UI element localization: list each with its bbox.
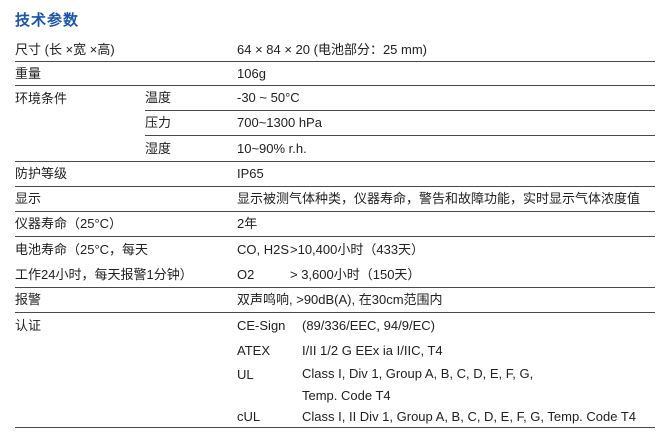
subrow-label: 湿度 <box>145 140 172 156</box>
subrow-value-line2: Temp. Code T4 <box>302 388 391 403</box>
subrow-value: I/II 1/2 G EEx ia I/IIC, T4 <box>302 342 443 358</box>
row-alarm: 报警 双声鸣响, >90dB(A), 在30cm范围内 <box>15 288 655 313</box>
row-value: 64 × 84 × 20 (电池部分：25 mm) <box>237 41 428 57</box>
subrow-value: Class I, Div 1, Group A, B, C, D, E, F, … <box>302 363 655 407</box>
row-value: IP65 <box>237 166 264 182</box>
subrow-cul: cUL Class I, II Div 1, Group A, B, C, D,… <box>237 407 655 427</box>
row-environment: 环境条件 温度 -30 ~ 50°C 压力 700~1300 hPa 湿度 10… <box>15 86 655 162</box>
subrow-value-line1: Class I, Div 1, Group A, B, C, D, E, F, … <box>302 366 534 381</box>
spec-table: 尺寸 (长 ×宽 ×高) 64 × 84 × 20 (电池部分：25 mm) 重… <box>15 38 655 428</box>
subrow-o2: O2 > 3,600小时（150天） <box>237 262 655 287</box>
row-label: 仪器寿命（25°C） <box>15 216 123 232</box>
row-label: 报警 <box>15 292 42 308</box>
subrow-label: O2 <box>237 266 255 282</box>
subrow-value: Class I, II Div 1, Group A, B, C, D, E, … <box>302 409 637 425</box>
subrow-label: CO, H2S <box>237 241 290 257</box>
subrow-value: (89/336/EEC, 94/9/EC) <box>302 317 435 333</box>
row-label-line1: 电池寿命（25°C，每天 <box>15 242 149 257</box>
row-label: 认证 <box>15 318 42 333</box>
subrow-value: >10,400小时（433天） <box>290 241 425 257</box>
row-value: 2年 <box>237 216 258 232</box>
row-value: 106g <box>237 65 266 81</box>
subrow-temperature: 温度 -30 ~ 50°C <box>145 86 655 111</box>
subrow-co-h2s: CO, H2S >10,400小时（433天） <box>237 237 655 262</box>
subrow-label: UL <box>237 367 254 382</box>
subrow-value: 10~90% r.h. <box>237 140 307 156</box>
battery-subtable: CO, H2S >10,400小时（433天） O2 > 3,600小时（150… <box>237 237 655 287</box>
row-label: 电池寿命（25°C，每天 工作24小时，每天报警1分钟） <box>15 237 237 287</box>
row-value: 双声鸣响, >90dB(A), 在30cm范围内 <box>237 292 443 308</box>
subrow-pressure: 压力 700~1300 hPa <box>145 111 655 136</box>
subrow-value: 700~1300 hPa <box>237 115 322 131</box>
subrow-ul: UL Class I, Div 1, Group A, B, C, D, E, … <box>237 363 655 407</box>
subrow-ce-sign: CE-Sign (89/336/EEC, 94/9/EC) <box>237 313 655 338</box>
subrow-atex: ATEX I/II 1/2 G EEx ia I/IIC, T4 <box>237 338 655 363</box>
row-battery-life: 电池寿命（25°C，每天 工作24小时，每天报警1分钟） CO, H2S >10… <box>15 237 655 288</box>
subrow-label: CE-Sign <box>237 317 286 333</box>
subrow-label: cUL <box>237 409 261 425</box>
row-weight: 重量 106g <box>15 62 655 86</box>
row-label: 环境条件 <box>15 91 68 106</box>
row-size: 尺寸 (长 ×宽 ×高) 64 × 84 × 20 (电池部分：25 mm) <box>15 38 655 62</box>
row-label-line2: 工作24小时，每天报警1分钟） <box>15 267 193 282</box>
row-protection: 防护等级 IP65 <box>15 162 655 187</box>
row-label: 防护等级 <box>15 166 68 182</box>
page-title: 技术参数 <box>15 12 80 29</box>
environment-subtable: 温度 -30 ~ 50°C 压力 700~1300 hPa 湿度 10~90% … <box>145 86 655 161</box>
row-label: 重量 <box>15 65 42 81</box>
row-certification: 认证 CE-Sign (89/336/EEC, 94/9/EC) ATEX I/… <box>15 313 655 428</box>
subrow-label: 压力 <box>145 115 172 131</box>
subrow-label: 温度 <box>145 90 172 106</box>
row-label: 显示 <box>15 191 42 207</box>
subrow-value: > 3,600小时（150天） <box>290 266 421 282</box>
row-label: 尺寸 (长 ×宽 ×高) <box>15 41 115 57</box>
certification-subtable: CE-Sign (89/336/EEC, 94/9/EC) ATEX I/II … <box>237 313 655 427</box>
subrow-humidity: 湿度 10~90% r.h. <box>145 136 655 161</box>
subrow-label: ATEX <box>237 342 270 358</box>
subrow-value: -30 ~ 50°C <box>237 90 300 106</box>
row-instrument-life: 仪器寿命（25°C） 2年 <box>15 212 655 237</box>
row-value: 显示被测气体种类，仪器寿命，警告和故障功能，实时显示气体浓度值 <box>237 191 641 207</box>
row-display: 显示 显示被测气体种类，仪器寿命，警告和故障功能，实时显示气体浓度值 <box>15 187 655 212</box>
